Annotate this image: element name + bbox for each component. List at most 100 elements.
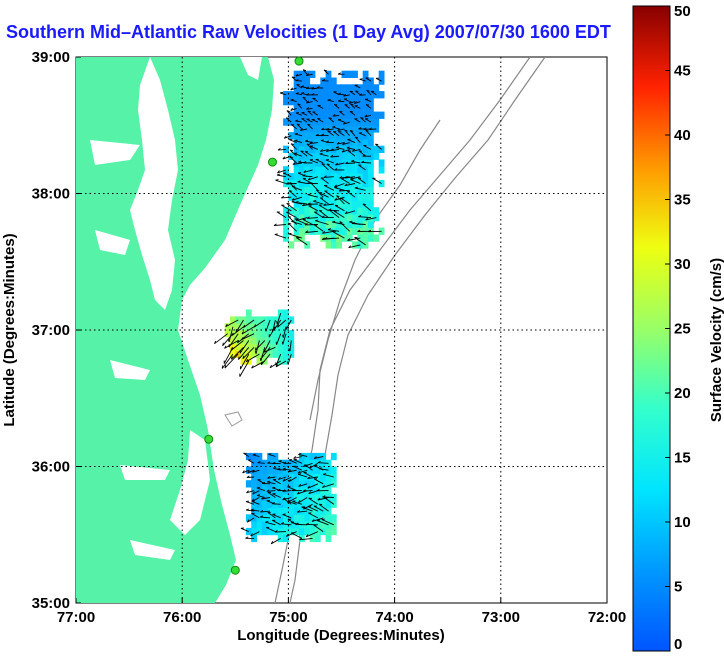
velocity-arrowhead: [358, 150, 362, 152]
velocity-arrow: [348, 244, 361, 249]
velocity-arrow: [307, 110, 313, 116]
velocity-arrow: [323, 176, 334, 178]
velocity-arrowhead: [304, 223, 308, 226]
velocity-arrow: [335, 162, 345, 166]
velocity-arrowhead: [281, 195, 285, 199]
velocity-arrow: [311, 87, 318, 90]
velocity-arrowhead: [224, 345, 227, 349]
velocity-arrow: [365, 129, 372, 137]
velocity-arrowhead: [307, 202, 311, 205]
velocity-arrowhead: [332, 114, 336, 117]
velocity-arrowhead: [306, 522, 310, 525]
velocity-arrow: [302, 175, 313, 178]
velocity-arrow: [246, 509, 255, 512]
velocity-arrow: [315, 158, 324, 164]
velocity-arrowhead: [256, 486, 260, 489]
velocity-arrow: [302, 219, 313, 225]
colorbar-tick-label: 30: [674, 256, 691, 273]
velocity-arrow: [344, 176, 356, 179]
velocity-arrowhead: [298, 499, 301, 503]
velocity-arrowhead: [246, 490, 249, 494]
velocity-arrowhead: [343, 93, 347, 97]
velocity-arrowhead: [261, 354, 263, 358]
velocity-arrow: [313, 478, 324, 485]
velocity-arrowhead: [316, 488, 320, 492]
velocity-arrow: [235, 319, 244, 333]
velocity-arrowhead: [290, 156, 294, 159]
velocity-arrowhead: [307, 485, 310, 489]
velocity-arrow: [305, 230, 318, 233]
velocity-arrowhead: [306, 143, 310, 146]
velocity-arrow: [369, 128, 377, 130]
velocity-arrowhead: [319, 209, 323, 212]
velocity-arrow: [361, 161, 372, 164]
velocity-arrow: [329, 209, 340, 218]
velocity-arrow: [354, 101, 361, 105]
site-marker: [204, 434, 214, 444]
velocity-arrow: [221, 353, 234, 369]
site-marker: [294, 56, 304, 66]
velocity-arrow: [296, 237, 308, 246]
velocity-arrow: [318, 468, 329, 471]
velocity-arrow: [354, 105, 361, 109]
velocity-arrow: [228, 333, 239, 348]
velocity-arrowhead: [311, 93, 315, 96]
velocity-arrow: [286, 531, 297, 537]
velocity-arrow: [266, 490, 276, 492]
velocity-arrowhead: [361, 160, 365, 163]
velocity-arrowhead: [290, 87, 294, 91]
velocity-arrow: [281, 196, 292, 199]
velocity-arrow: [322, 496, 334, 498]
velocity-arrow: [309, 159, 319, 164]
velocity-arrow: [347, 138, 356, 144]
velocity-arrow: [275, 360, 287, 368]
velocity-arrow: [334, 187, 345, 191]
velocity-arrowhead: [275, 179, 279, 181]
velocity-arrowhead: [348, 150, 352, 152]
velocity-arrow: [286, 183, 297, 185]
velocity-arrowhead: [237, 339, 240, 344]
velocity-arrow: [252, 469, 260, 473]
velocity-arrowhead: [332, 125, 336, 128]
velocity-arrowhead: [326, 149, 329, 152]
velocity-arrowhead: [288, 478, 291, 482]
velocity-arrow: [300, 150, 308, 157]
velocity-arrow: [297, 103, 303, 109]
velocity-arrowhead: [227, 338, 230, 343]
velocity-arrowhead: [270, 540, 274, 545]
velocity-arrow: [291, 196, 303, 201]
velocity-arrow: [313, 224, 324, 232]
velocity-arrow: [251, 497, 260, 502]
velocity-arrowhead: [278, 460, 282, 462]
velocity-arrow: [286, 110, 292, 116]
velocity-arrowhead: [339, 221, 343, 223]
velocity-arrowhead: [238, 356, 240, 360]
velocity-arrowhead: [349, 220, 353, 223]
velocity-arrowhead: [358, 215, 362, 218]
velocity-arrowhead: [272, 486, 276, 489]
velocity-arrowhead: [288, 222, 292, 225]
velocity-arrowhead: [347, 238, 351, 241]
velocity-arrowhead: [246, 475, 250, 478]
velocity-arrow: [261, 497, 271, 500]
colorbar-tick-label: 20: [674, 385, 691, 402]
velocity-arrowhead: [337, 128, 341, 131]
velocity-arrowhead: [245, 508, 250, 511]
velocity-arrow: [320, 177, 329, 184]
velocity-arrow: [290, 143, 297, 150]
velocity-arrowhead: [311, 86, 315, 90]
velocity-arrow: [343, 94, 350, 97]
velocity-arrowhead: [307, 110, 311, 113]
velocity-arrow: [318, 503, 329, 512]
velocity-arrow: [243, 452, 250, 457]
velocity-arrow: [342, 148, 350, 153]
velocity-arrow: [375, 143, 382, 150]
velocity-arrow: [359, 78, 366, 82]
velocity-arrow: [270, 538, 281, 545]
velocity-arrowhead: [301, 92, 305, 94]
velocity-arrow: [345, 162, 356, 164]
velocity-arrowhead: [282, 156, 286, 160]
velocity-arrowhead: [321, 237, 325, 240]
velocity-arrowhead: [269, 364, 272, 369]
velocity-arrowhead: [322, 231, 326, 234]
